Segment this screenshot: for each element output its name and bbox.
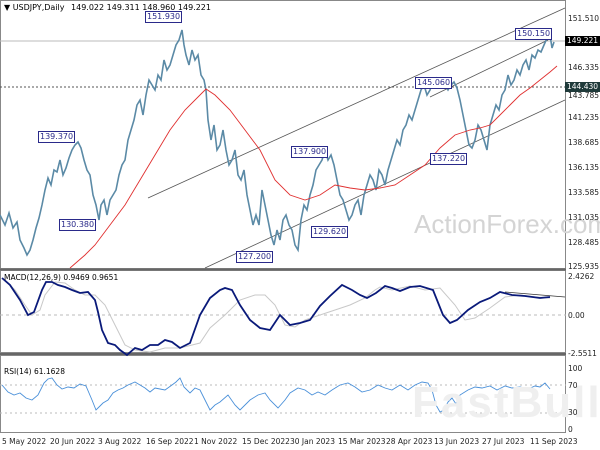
watermark-fastbull: FastBull [412, 378, 600, 427]
date-tick: 1 Nov 2022 [194, 437, 238, 446]
macd-signal-line [4, 279, 551, 353]
macd-axis-tick: -2.5511 [568, 349, 597, 358]
watermark-actionforex: ActionForex.com [414, 209, 600, 239]
macd-axis-tick: 0.00 [568, 311, 585, 320]
rsi-axis-tick: 100 [568, 364, 583, 373]
date-tick: 30 Jan 2023 [290, 437, 335, 446]
price-tick: 133.585 [568, 188, 600, 197]
level-label-130380: 130.380 [59, 219, 97, 231]
price-tick: 136.135 [568, 163, 600, 172]
date-tick: 5 May 2022 [2, 437, 47, 446]
date-tick: 11 Sep 2023 [530, 437, 578, 446]
price-tick: 146.335 [568, 63, 600, 72]
date-tick: 15 Mar 2023 [338, 437, 386, 446]
chart-title: ▼ USDJPY,Daily 149.022 149.311 148.960 1… [4, 3, 211, 12]
macd-panel-frame [0, 270, 566, 353]
price-tick: 151.510 [568, 14, 600, 23]
rsi-axis-tick: 30 [568, 408, 578, 417]
level-label-145060: 145.060 [415, 77, 453, 89]
price-tick: 143.785 [568, 91, 600, 100]
level-label-151930: 151.930 [145, 11, 183, 23]
level-label-150150: 150.150 [515, 28, 553, 40]
level-price-badge: 144.430 [565, 82, 600, 92]
date-tick: 3 Aug 2022 [98, 437, 142, 446]
macd-main-line [1, 277, 551, 357]
date-tick: 27 Jul 2023 [482, 437, 525, 446]
date-tick: 28 Apr 2023 [386, 437, 433, 446]
rsi-panel-frame [0, 355, 566, 433]
price-tick: 131.035 [568, 213, 600, 222]
ohlc-values: 149.022 149.311 148.960 149.221 [71, 3, 211, 12]
date-tick: 13 Jun 2023 [434, 437, 480, 446]
date-tick: 15 Dec 2022 [242, 437, 290, 446]
rsi-line [1, 377, 551, 413]
current-price-badge: 149.221 [565, 36, 600, 46]
rsi-axis-tick: 70 [568, 381, 578, 390]
price-tick: 128.485 [568, 238, 600, 247]
level-label-137220: 137.220 [430, 153, 468, 165]
macd-label: MACD(12,26,9) 0.9469 0.9651 [4, 273, 119, 282]
symbol-label: USDJPY,Daily [12, 3, 65, 12]
level-label-129620: 129.620 [311, 226, 349, 238]
price-tick: 125.935 [568, 262, 600, 271]
price-tick: 138.685 [568, 138, 600, 147]
price-bars [0, 29, 555, 257]
level-label-127200: 127.200 [236, 251, 274, 263]
level-label-139370: 139.370 [38, 131, 76, 143]
price-tick: 141.235 [568, 113, 600, 122]
date-tick: 16 Sep 2022 [146, 437, 194, 446]
date-tick: 20 Jun 2022 [50, 437, 96, 446]
macd-axis-tick: 2.4262 [568, 272, 595, 281]
collapse-triangle-icon[interactable]: ▼ [4, 3, 11, 12]
rsi-axis-tick: 0 [568, 425, 573, 434]
rsi-label: RSI(14) 61.1628 [4, 367, 65, 376]
level-label-137900: 137.900 [291, 146, 329, 158]
moving-average-line [69, 65, 558, 269]
